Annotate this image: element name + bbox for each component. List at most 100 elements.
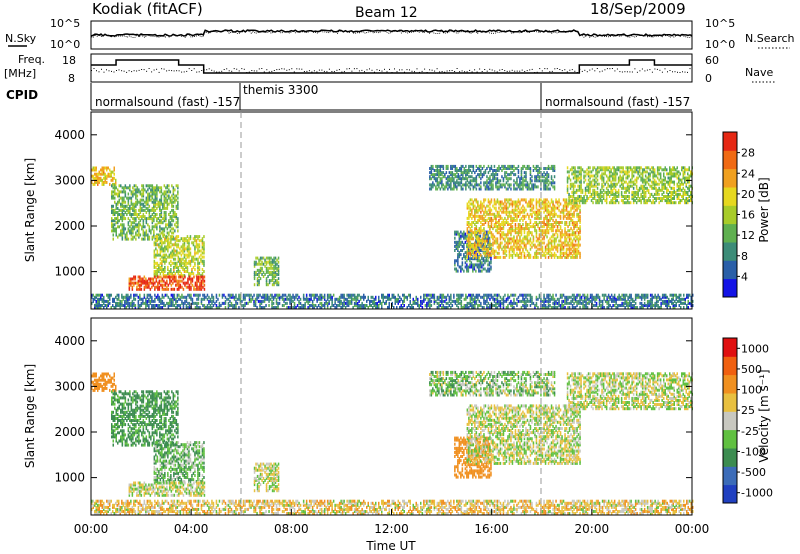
velocity-colorbar-swatch xyxy=(723,429,737,449)
power-cbar-label: Power [dB] xyxy=(757,177,771,242)
x-tick-label: 08:00 xyxy=(274,522,309,536)
velocity-panel: Slant Range [km] 1000 2000 3000 4000 1000 50… xyxy=(23,317,773,516)
echo-region-velocity xyxy=(153,441,205,484)
freq-tick-low: 8 xyxy=(68,72,75,85)
velocity-colorbar-tick: -500 xyxy=(741,466,766,479)
velocity-echoes xyxy=(91,370,694,515)
velocity-yticks: 1000 2000 3000 4000 xyxy=(54,334,692,485)
nave-tick-high: 60 xyxy=(705,54,719,67)
velocity-colorbar-swatch xyxy=(723,484,737,504)
velocity-colorbar-tick: 25 xyxy=(741,404,755,417)
power-yticks: 1000 2000 3000 4000 xyxy=(54,128,692,279)
power-ytick-label: 3000 xyxy=(54,173,85,187)
echo-region-velocity xyxy=(91,372,117,392)
echo-region-velocity xyxy=(429,370,556,397)
velocity-colorbar-swatch xyxy=(723,338,737,357)
beam-title: Beam 12 xyxy=(355,5,418,21)
cpid-panel: CPID normalsound (fast) -157 themis 3300… xyxy=(6,83,692,111)
power-colorbar-swatch xyxy=(723,260,737,280)
velocity-colorbar-tick: -1000 xyxy=(741,487,773,500)
echo-region-power xyxy=(466,198,581,259)
power-colorbar-tick: 12 xyxy=(741,229,755,242)
velocity-cbar-label: Velocity [m s⁻¹] xyxy=(757,369,771,462)
echo-region-velocity xyxy=(128,481,206,497)
power-ylabel: Slant Range [km] xyxy=(23,158,37,262)
x-tick-label: 12:00 xyxy=(374,522,409,536)
frequency-panel: Freq. [MHz] 18 8 60 0 Nave xyxy=(4,53,775,85)
power-colorbar-swatch xyxy=(723,242,737,261)
echo-region-power xyxy=(566,166,693,205)
echo-region-velocity xyxy=(111,390,179,447)
echo-region-power xyxy=(111,184,179,241)
x-axis-ticks: 00:00 04:00 08:00 12:00 16:00 20:00 00:00 xyxy=(74,303,710,536)
echo-region-power xyxy=(153,235,205,278)
noise-lines xyxy=(90,29,693,39)
date-title: 18/Sep/2009 xyxy=(590,0,686,18)
echo-region-power xyxy=(429,164,556,191)
x-tick-label: 20:00 xyxy=(575,522,610,536)
power-colorbar-swatch xyxy=(723,132,737,151)
frequency-lines xyxy=(91,59,692,74)
power-ytick-label: 4000 xyxy=(54,128,85,142)
velocity-ytick-label: 4000 xyxy=(54,334,85,348)
power-colorbar: 4 8 12 16 20 24 28 xyxy=(722,131,755,298)
echo-region-power xyxy=(253,256,280,287)
noise-right-tick-high: 10^5 xyxy=(705,17,735,30)
velocity-colorbar-tick: 1000 xyxy=(741,342,769,355)
velocity-ylabel: Slant Range [km] xyxy=(23,364,37,468)
echo-region-power xyxy=(128,275,206,291)
power-panel: Slant Range [km] 1000 2000 3000 4000 4 8 12 16… xyxy=(23,111,771,310)
x-tick-label: 00:00 xyxy=(74,522,109,536)
power-colorbar-swatch xyxy=(723,187,737,206)
velocity-colorbar-swatch xyxy=(723,448,737,467)
power-echoes xyxy=(91,164,694,309)
power-colorbar-swatch xyxy=(723,278,737,298)
nave-label: Nave xyxy=(745,66,773,79)
echo-region-velocity xyxy=(566,372,693,411)
power-colorbar-swatch xyxy=(723,205,737,225)
velocity-colorbar-swatch xyxy=(723,356,737,376)
noise-right-tick-low: 10^0 xyxy=(705,38,735,51)
velocity-ytick-label: 3000 xyxy=(54,379,85,393)
echo-region-velocity xyxy=(466,404,581,465)
velocity-colorbar: 1000 500 100 25 -25 -100 -500 -1000 xyxy=(722,337,773,504)
power-colorbar-tick: 20 xyxy=(741,188,755,201)
power-colorbar-tick: 8 xyxy=(741,250,748,263)
power-ytick-label: 1000 xyxy=(54,265,85,279)
cpid-mode-3: normalsound (fast) -157 xyxy=(545,95,690,109)
station-title: Kodiak (fitACF) xyxy=(92,0,203,18)
echo-region-power xyxy=(91,166,117,186)
power-colorbar-swatch xyxy=(723,168,737,188)
velocity-ytick-label: 1000 xyxy=(54,471,85,485)
velocity-colorbar-tick: -100 xyxy=(741,445,766,458)
cpid-mode-1: normalsound (fast) -157 xyxy=(95,95,240,109)
noise-search-label: N.Search xyxy=(745,32,795,45)
freq-tick-high: 18 xyxy=(62,54,76,67)
echo-region-velocity xyxy=(91,499,694,515)
velocity-ytick-label: 2000 xyxy=(54,425,85,439)
cpid-mode-2: themis 3300 xyxy=(243,83,318,97)
noise-panel: N.Sky 10^5 10^0 10^5 10^0 N.Search xyxy=(5,17,795,51)
nave-tick-low: 0 xyxy=(705,72,712,85)
x-tick-label: 00:00 xyxy=(675,522,710,536)
velocity-colorbar-tick: 500 xyxy=(741,363,762,376)
power-ytick-label: 2000 xyxy=(54,219,85,233)
cpid-label: CPID xyxy=(6,88,38,102)
velocity-colorbar-swatch xyxy=(723,393,737,412)
power-colorbar-tick: 16 xyxy=(741,209,755,222)
power-colorbar-swatch xyxy=(723,150,737,170)
echo-region-power xyxy=(91,293,694,309)
power-colorbar-tick: 28 xyxy=(741,147,755,160)
velocity-colorbar-tick: 100 xyxy=(741,384,762,397)
velocity-colorbar-swatch xyxy=(723,411,737,431)
x-axis-label: Time UT xyxy=(365,539,416,553)
freq-label: Freq. xyxy=(18,53,45,66)
echo-region-velocity xyxy=(253,462,280,493)
velocity-colorbar-tick: -25 xyxy=(741,425,759,438)
noise-left-tick-low: 10^0 xyxy=(50,38,80,51)
velocity-colorbar-swatch xyxy=(723,466,737,486)
noise-left-tick-high: 10^5 xyxy=(50,17,80,30)
power-colorbar-tick: 4 xyxy=(741,270,748,283)
velocity-colorbar-swatch xyxy=(723,374,737,394)
